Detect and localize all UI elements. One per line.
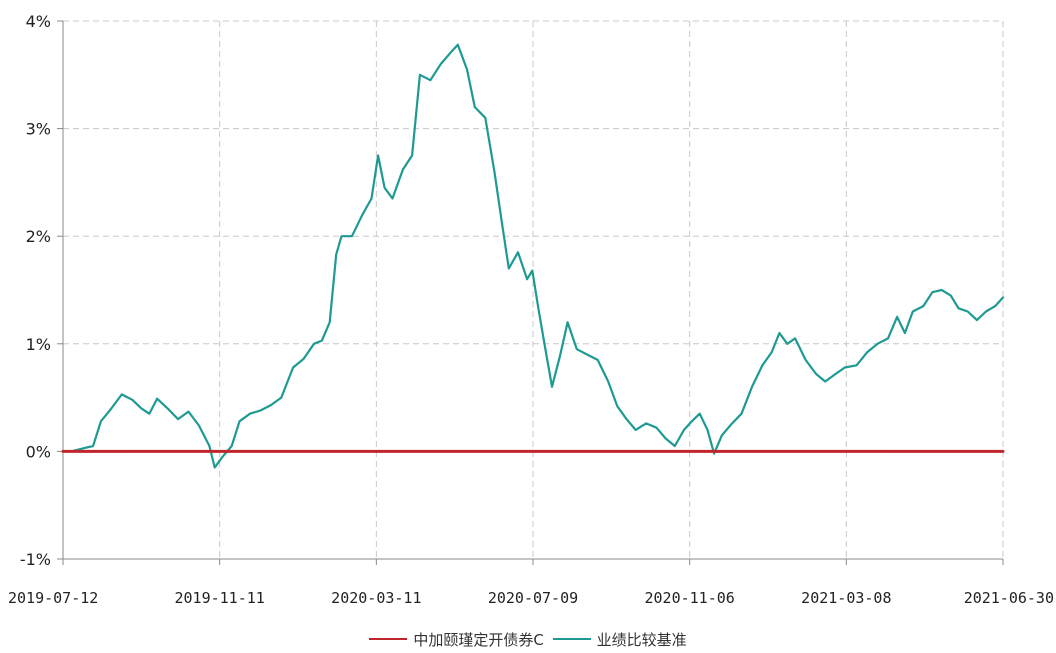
grid-lines bbox=[63, 20, 1004, 559]
legend-swatch-benchmark bbox=[552, 638, 591, 640]
x-tick-label: 2019-11-11 bbox=[175, 589, 265, 607]
x-tick-label: 2021-03-08 bbox=[801, 589, 891, 607]
x-tick-label: 2020-07-09 bbox=[488, 589, 578, 607]
legend-item-fund[interactable]: 中加颐瑾定开债券C bbox=[369, 629, 544, 650]
y-tick-label: 1% bbox=[26, 335, 51, 354]
legend-label-benchmark: 业绩比较基准 bbox=[596, 630, 687, 649]
x-tick-label: 2020-11-06 bbox=[645, 589, 735, 607]
x-tick-label: 2019-07-12 bbox=[8, 589, 98, 607]
y-tick-label: 4% bbox=[26, 12, 51, 31]
series-line-benchmark bbox=[61, 43, 1005, 469]
legend-swatch-fund bbox=[369, 638, 408, 640]
x-tick-label: 2020-03-11 bbox=[331, 589, 421, 607]
y-tick-label: 3% bbox=[26, 120, 51, 139]
x-tick-label: 2021-06-30 bbox=[964, 589, 1054, 607]
y-tick-label: -1% bbox=[20, 550, 51, 569]
y-tick-label: 0% bbox=[26, 442, 51, 461]
y-tick-label: 2% bbox=[26, 227, 51, 246]
axes bbox=[57, 20, 1004, 565]
legend-label-fund: 中加颐瑾定开债券C bbox=[413, 630, 544, 649]
tick-labels: -1% 0% 1% 2% 3% 4% 2019-07-12 2019-11-11 2020-03… bbox=[8, 12, 1054, 607]
series-lines bbox=[61, 43, 1005, 469]
legend-item-benchmark[interactable]: 业绩比较基准 bbox=[552, 629, 687, 650]
legend: 中加颐瑾定开债券C 业绩比较基准 bbox=[0, 626, 1056, 650]
